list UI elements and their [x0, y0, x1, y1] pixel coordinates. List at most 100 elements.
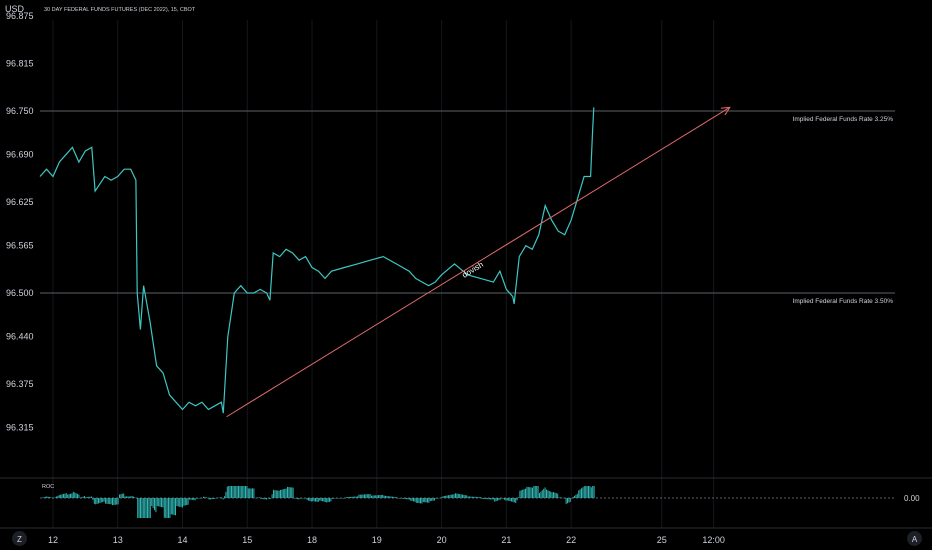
level-label-lower: Implied Federal Funds Rate 3.50%: [793, 298, 894, 305]
roc-bar: [187, 498, 189, 505]
roc-bar: [50, 497, 52, 498]
roc-bar: [375, 495, 377, 498]
roc-bar: [515, 498, 517, 504]
roc-bar: [371, 495, 372, 498]
roc-bar: [582, 487, 584, 498]
roc-bar: [352, 496, 354, 498]
roc-bar: [284, 488, 286, 498]
roc-bar: [448, 495, 449, 498]
roc-bar: [79, 497, 81, 499]
roc-bar: [516, 498, 518, 501]
roc-bar: [571, 497, 573, 499]
roc-bar: [250, 488, 252, 498]
roc-bar: [278, 490, 280, 498]
roc-bar: [473, 496, 475, 498]
roc-bar: [481, 498, 483, 499]
roc-bar: [501, 498, 503, 499]
roc-bar: [579, 489, 581, 498]
roc-bar: [378, 495, 379, 498]
roc-bar: [512, 498, 514, 502]
roc-bar: [189, 498, 190, 500]
roc-bar: [576, 493, 578, 498]
roc-bar: [74, 492, 76, 498]
roc-bar: [386, 495, 388, 498]
roc-bar: [323, 498, 325, 502]
roc-bar: [505, 498, 507, 501]
roc-bar: [343, 498, 344, 499]
roc-bar: [359, 494, 361, 498]
roc-bar: [560, 497, 561, 498]
roc-bar: [93, 498, 95, 504]
auto-scale-a-button[interactable]: A: [907, 531, 922, 546]
roc-bar: [452, 494, 454, 498]
roc-bar: [309, 498, 311, 502]
roc-bar: [208, 498, 210, 500]
roc-bar: [523, 489, 525, 498]
roc-bar: [263, 498, 265, 500]
roc-bar: [116, 498, 118, 505]
roc-bar: [532, 487, 533, 498]
roc-bar: [393, 496, 395, 498]
roc-bar: [590, 487, 592, 498]
roc-bar: [75, 493, 77, 498]
roc-bar: [574, 495, 575, 498]
roc-bar: [350, 496, 351, 498]
roc-bar: [460, 494, 462, 498]
roc-bar: [58, 495, 60, 498]
roc-bar: [274, 490, 276, 498]
roc-bar: [308, 498, 309, 501]
roc-bar: [494, 498, 496, 502]
roc-bar: [407, 498, 409, 500]
roc-bar: [525, 488, 526, 498]
roc-bar: [400, 498, 402, 499]
x-tick-label: 21: [501, 535, 511, 545]
roc-bar: [432, 498, 434, 501]
roc-bar: [435, 498, 437, 499]
roc-bar: [180, 498, 182, 508]
roc-bar: [148, 498, 150, 518]
roc-bar: [504, 498, 505, 500]
roc-bar: [578, 490, 580, 498]
roc-bar: [77, 493, 78, 498]
roc-bar: [329, 498, 330, 502]
roc-bar: [259, 497, 260, 498]
roc-bar: [569, 498, 571, 502]
roc-bar: [427, 498, 428, 503]
roc-bar: [519, 490, 521, 498]
roc-bar: [53, 497, 55, 499]
roc-bar: [170, 498, 172, 515]
roc-bar: [109, 498, 111, 505]
auto-scale-z-button[interactable]: Z: [12, 531, 27, 546]
roc-bar: [588, 486, 589, 498]
roc-bar: [212, 498, 214, 500]
roc-bar: [253, 488, 255, 498]
roc-bar: [54, 497, 56, 498]
roc-bar: [575, 494, 577, 498]
y-tick-label: 96.625: [6, 197, 34, 207]
roc-bar: [365, 494, 367, 498]
dovish-arrow-line[interactable]: [226, 106, 731, 418]
roc-bar: [561, 497, 563, 499]
roc-bar: [312, 498, 314, 502]
roc-bar: [169, 498, 171, 518]
roc-bar: [201, 498, 203, 499]
roc-bar: [431, 498, 433, 501]
roc-bar: [257, 497, 259, 499]
roc-bar: [420, 498, 421, 504]
roc-bar: [554, 492, 556, 498]
roc-bar: [173, 498, 175, 516]
indicator-name: ROC: [42, 484, 54, 490]
roc-bar: [99, 498, 101, 503]
roc-bar: [415, 498, 417, 503]
roc-bar: [334, 498, 336, 499]
roc-bar: [459, 494, 461, 498]
roc-bar: [287, 486, 288, 498]
roc-bar: [490, 498, 491, 500]
roc-bar: [149, 498, 151, 518]
roc-bar: [362, 494, 364, 498]
roc-bar: [123, 493, 125, 498]
roc-bar: [382, 494, 384, 498]
roc-bar: [144, 498, 146, 518]
roc-bar: [145, 498, 147, 518]
roc-bar: [327, 498, 329, 503]
